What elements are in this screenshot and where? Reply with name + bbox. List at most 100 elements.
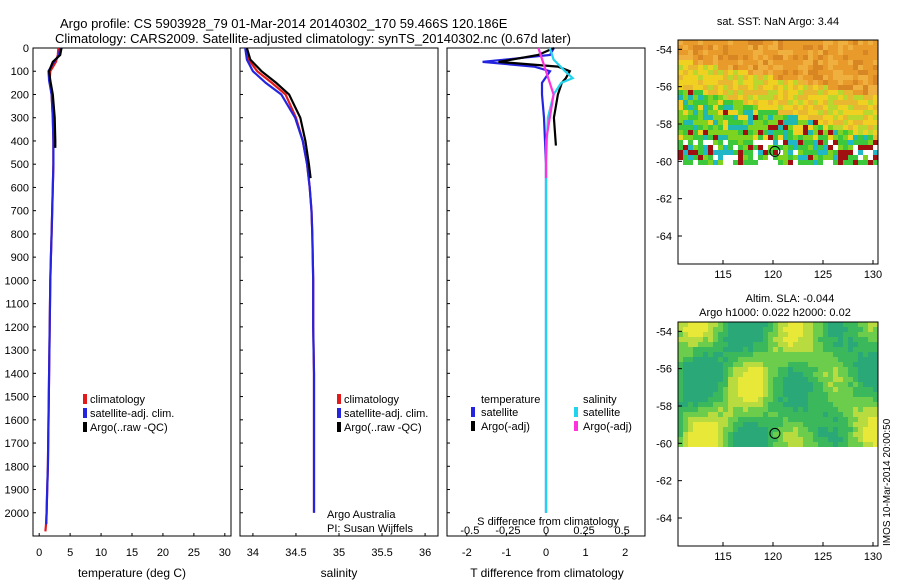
sst-cell [703, 75, 708, 80]
sla-cell [868, 442, 873, 447]
sst-cell [703, 135, 708, 140]
sst-cell [718, 45, 723, 50]
sst-cell [708, 40, 713, 45]
sla-cell [868, 422, 873, 427]
sla-cell [753, 382, 758, 387]
sla-cell [798, 322, 803, 327]
sst-cell [833, 145, 838, 150]
sst-cell [853, 120, 858, 125]
sla-cell [728, 427, 733, 432]
sst-cell [733, 130, 738, 135]
sla-cell [698, 367, 703, 372]
sst-cell [708, 125, 713, 130]
sst-cell [723, 130, 728, 135]
sla-cell [823, 417, 828, 422]
sla-cell [843, 322, 848, 327]
sst-cell [678, 105, 683, 110]
legend-label-temp-satellite: satellite [481, 407, 518, 419]
sla-cell [703, 387, 708, 392]
map-lon-label: 130 [864, 269, 882, 281]
sst-cell [823, 45, 828, 50]
sst-cell [693, 80, 698, 85]
sst-cell [758, 120, 763, 125]
sla-cell [723, 442, 728, 447]
sla-cell [733, 397, 738, 402]
sst-cell [778, 135, 783, 140]
sla-cell [698, 407, 703, 412]
sst-cell [838, 70, 843, 75]
sla-cell [778, 372, 783, 377]
sla-cell [833, 427, 838, 432]
sst-cell [703, 80, 708, 85]
depth-tick-label: 1200 [5, 322, 29, 334]
sla-cell [768, 422, 773, 427]
map-lon-label: 125 [814, 269, 832, 281]
sst-cell [868, 50, 873, 55]
sla-cell [798, 387, 803, 392]
x-tick-label: 25 [188, 547, 200, 559]
sla-cell [843, 327, 848, 332]
sla-cell [723, 427, 728, 432]
annotation-argo-australia: Argo Australia [327, 509, 396, 521]
sla-cell [803, 387, 808, 392]
temperature-legend: climatology satellite-adj. clim. Argo(..… [83, 394, 174, 434]
sla-cell [833, 327, 838, 332]
sla-cell [698, 442, 703, 447]
sst-cell [693, 45, 698, 50]
sla-cell [683, 377, 688, 382]
sst-cell [773, 60, 778, 65]
sst-cell [753, 120, 758, 125]
sla-cell [758, 377, 763, 382]
sla-cell [853, 417, 858, 422]
x-tick-label: 35.5 [371, 547, 392, 559]
sst-cell [723, 60, 728, 65]
sla-cell [818, 362, 823, 367]
sla-cell [753, 422, 758, 427]
sst-cell [698, 85, 703, 90]
sst-cell [848, 125, 853, 130]
sst-cell [758, 145, 763, 150]
series-line-1 [498, 46, 572, 146]
sla-cell [873, 337, 878, 342]
sst-cell [873, 135, 878, 140]
sla-cell [758, 332, 763, 337]
sla-cell [823, 382, 828, 387]
sst-cell [853, 70, 858, 75]
sla-cell [798, 432, 803, 437]
map-lon-label: 115 [714, 551, 732, 563]
sst-cell [678, 75, 683, 80]
sla-cell [843, 402, 848, 407]
sla-cell [773, 337, 778, 342]
sst-cell [858, 45, 863, 50]
legend-swatch-sal-satellite [574, 407, 578, 417]
sla-cell [708, 347, 713, 352]
sst-cell [783, 150, 788, 155]
sst-cell [743, 50, 748, 55]
sla-cell [783, 417, 788, 422]
sla-cell [753, 367, 758, 372]
sst-cell [683, 150, 688, 155]
sla-cell [823, 402, 828, 407]
sst-cell [698, 110, 703, 115]
sst-cell [733, 140, 738, 145]
sla-cell [833, 352, 838, 357]
sst-cell [778, 55, 783, 60]
sst-cell [828, 160, 833, 165]
sla-cell [803, 322, 808, 327]
sst-cell [798, 55, 803, 60]
sst-cell [733, 55, 738, 60]
sst-cell [868, 105, 873, 110]
sst-cell [768, 90, 773, 95]
sla-cell [698, 387, 703, 392]
sst-cell [698, 135, 703, 140]
sst-cell [818, 45, 823, 50]
sla-cell [683, 357, 688, 362]
sla-cell [703, 397, 708, 402]
sla-cell [768, 427, 773, 432]
sst-cell [743, 155, 748, 160]
sst-cell [798, 155, 803, 160]
sla-cell [778, 397, 783, 402]
sst-cell [723, 135, 728, 140]
sst-cell [858, 150, 863, 155]
